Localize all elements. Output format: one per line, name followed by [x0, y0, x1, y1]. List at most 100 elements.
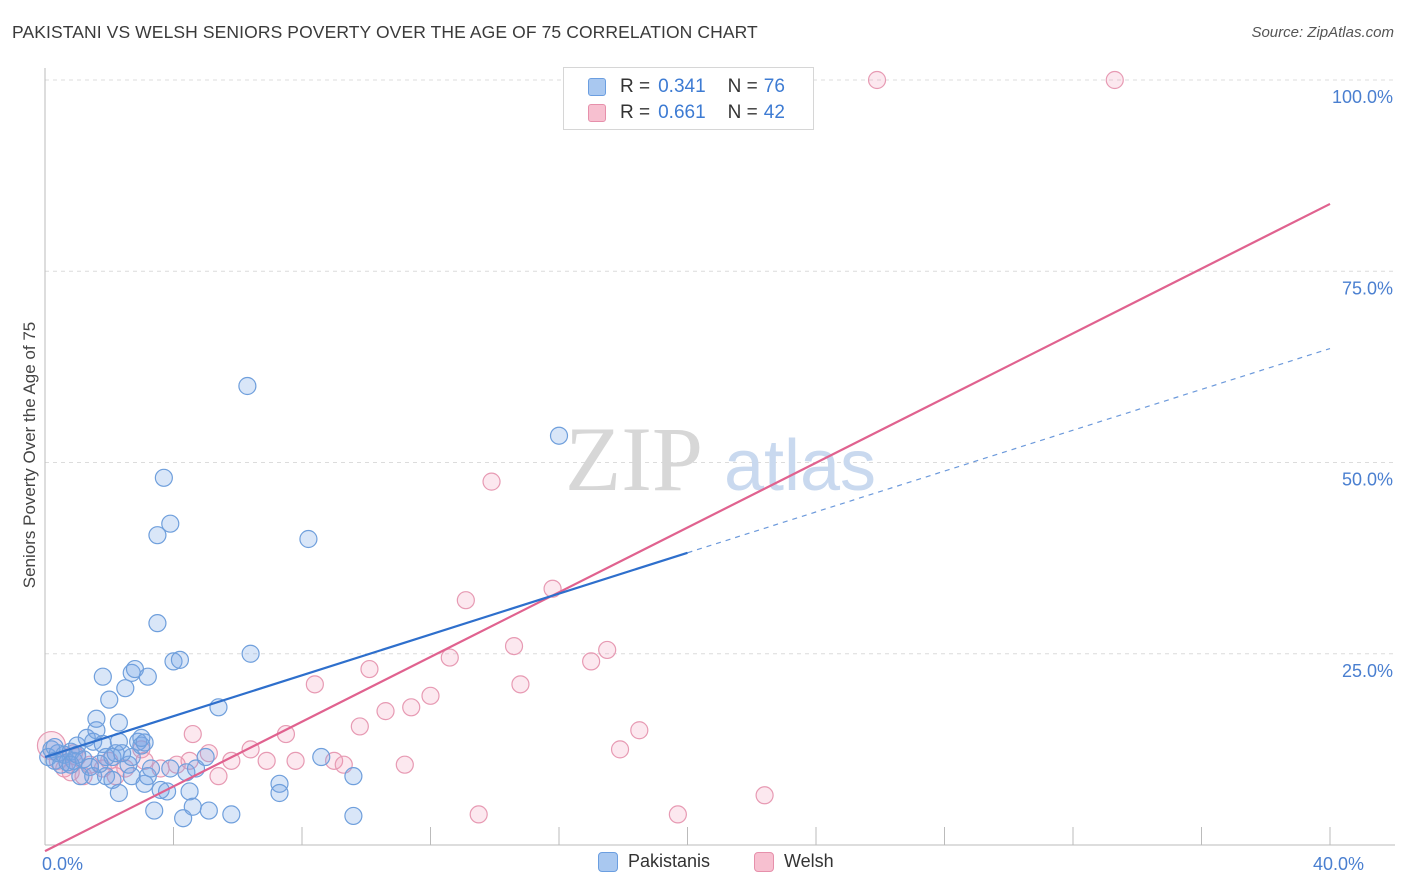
pakistanis-point — [109, 713, 128, 732]
legend-n-label: N = — [727, 76, 758, 97]
bottom-legend: Pakistanis Welsh — [0, 851, 1406, 877]
legend-r-label: R = — [620, 102, 651, 123]
watermark: ZIP atlas — [565, 408, 876, 510]
pakistanis-point — [154, 468, 173, 487]
welsh-point — [867, 70, 887, 90]
chart-title: PAKISTANI VS WELSH SENIORS POVERTY OVER … — [12, 22, 758, 42]
trend-lines — [44, 202, 1331, 853]
pakistanis-point — [141, 759, 161, 778]
pakistanis-point — [135, 733, 154, 752]
bottom-legend-swatch-blue — [598, 851, 618, 872]
x-tick-label: 0.0% — [42, 854, 83, 874]
pakistanis-point — [45, 737, 64, 757]
bottom-legend-swatch-pink — [754, 851, 774, 872]
pakistanis-point — [170, 650, 190, 669]
pakistanis-point — [180, 782, 199, 801]
welsh-point — [469, 805, 488, 824]
source-label: Source: ZipAtlas.com — [1251, 24, 1394, 41]
pakistanis-point — [238, 376, 257, 396]
welsh-point — [421, 686, 440, 705]
pakistanis-point — [164, 652, 183, 671]
pakistanis-point — [116, 679, 135, 698]
welsh-point — [209, 767, 228, 786]
welsh-point — [598, 640, 617, 660]
pakistanis-point — [196, 747, 215, 767]
pakistanis-point — [270, 783, 289, 803]
pakistanis-point — [344, 767, 363, 786]
welsh-point — [511, 675, 530, 694]
legend-r-label: R = — [620, 76, 651, 97]
pakistanis-point — [183, 797, 202, 816]
pakistanis-point — [109, 783, 128, 803]
pakistanis-trend-line — [44, 551, 688, 759]
pakistanis-point — [222, 805, 241, 824]
watermark-atlas: atlas — [724, 426, 876, 506]
welsh-point — [504, 636, 524, 656]
welsh-point — [183, 724, 202, 744]
pakistanis-trend-extension — [687, 347, 1331, 554]
pakistanis-point — [270, 774, 289, 793]
legend-box: R = 0.341 N = 76 R = 0.661 N = 42 — [563, 67, 814, 130]
pakistanis-point — [344, 806, 363, 826]
pakistanis-point — [138, 667, 157, 686]
bottom-legend-welsh: Welsh — [754, 851, 834, 872]
bottom-legend-label: Pakistanis — [628, 851, 711, 871]
pakistanis-point — [148, 614, 167, 633]
y-tick-label: 75.0% — [1342, 278, 1393, 298]
pakistanis-point — [148, 526, 167, 545]
welsh-point — [350, 717, 369, 736]
welsh-point — [305, 675, 324, 694]
welsh-point — [1105, 70, 1124, 90]
pakistanis-point — [93, 667, 112, 686]
welsh-point — [668, 805, 687, 824]
legend-swatch-pink — [588, 104, 606, 122]
welsh-trend-line — [44, 202, 1331, 853]
welsh-point — [276, 724, 296, 744]
x-tick-label: 40.0% — [1313, 854, 1364, 874]
welsh-point — [630, 721, 649, 740]
legend-row-welsh: R = 0.661 N = 42 — [588, 101, 785, 125]
pakistanis-point — [132, 736, 151, 755]
pakistanis-point — [161, 759, 180, 778]
watermark-zip: ZIP — [565, 408, 703, 510]
welsh-point — [257, 751, 276, 770]
legend-row-pakistanis: R = 0.341 N = 76 — [588, 75, 785, 99]
welsh-point — [456, 591, 475, 610]
y-tick-label: 50.0% — [1342, 470, 1393, 490]
grid-lines — [45, 79, 1395, 655]
pakistanis-point — [161, 514, 180, 533]
pakistanis-point — [199, 801, 218, 820]
legend-r-value: 0.341 — [658, 76, 706, 97]
pakistanis-point — [299, 529, 318, 549]
bottom-legend-label: Welsh — [784, 851, 834, 871]
pakistanis-point — [241, 644, 260, 663]
pakistanis-point — [90, 754, 109, 774]
welsh-point — [440, 648, 459, 667]
tick-labels: 25.0% 50.0% 75.0% 100.0% 0.0% 40.0% — [42, 87, 1393, 874]
welsh-point — [395, 755, 414, 774]
pakistanis-points — [39, 376, 569, 828]
welsh-point — [376, 702, 395, 721]
welsh-point — [360, 659, 379, 679]
welsh-point — [286, 751, 305, 770]
pakistanis-point — [549, 426, 569, 445]
pakistanis-point — [100, 690, 119, 709]
axes — [44, 68, 1395, 846]
legend-swatch-blue — [588, 78, 606, 96]
pakistanis-point — [112, 744, 132, 763]
welsh-point — [402, 698, 421, 717]
legend-n-value: 76 — [763, 76, 785, 97]
pakistanis-point — [61, 755, 80, 774]
pakistanis-point — [87, 709, 106, 728]
welsh-point — [755, 786, 774, 805]
welsh-point — [610, 740, 630, 759]
y-tick-label: 100.0% — [1332, 87, 1393, 107]
pakistanis-point — [145, 801, 164, 820]
welsh-point — [482, 472, 501, 491]
welsh-point — [582, 652, 601, 671]
bottom-legend-pakistanis: Pakistanis — [598, 851, 710, 872]
y-tick-label: 25.0% — [1342, 661, 1393, 681]
legend-n-value: 42 — [763, 102, 785, 123]
legend-n-label: N = — [727, 102, 758, 123]
